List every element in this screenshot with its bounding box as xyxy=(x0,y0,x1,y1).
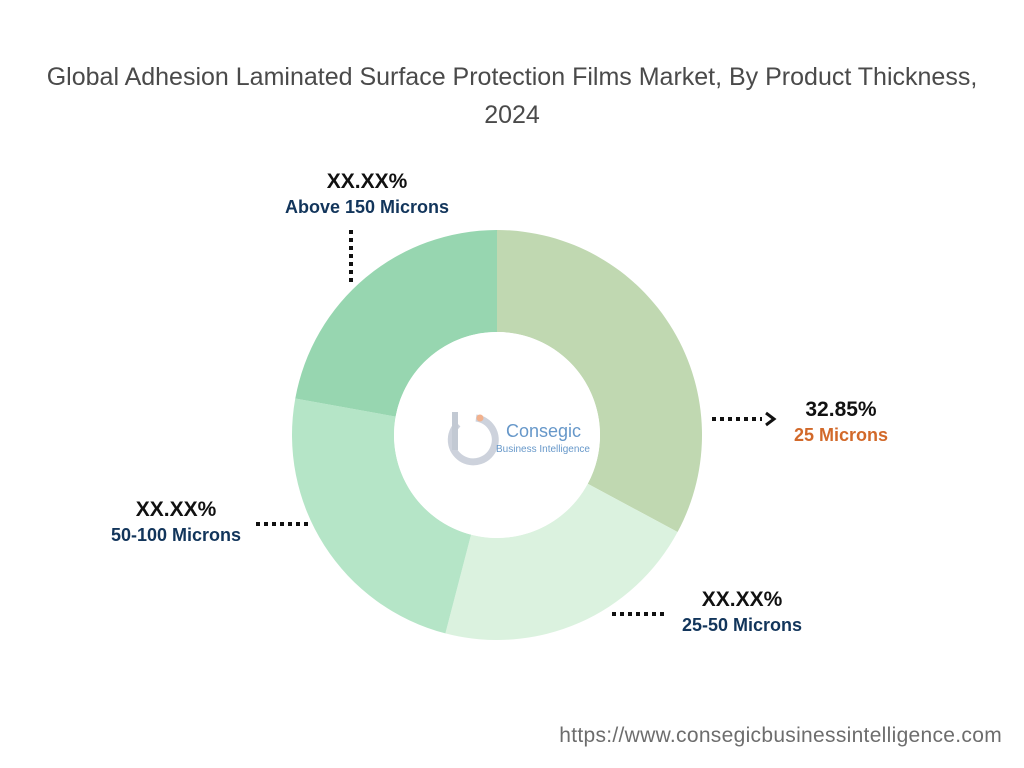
donut-slice-25-50-microns[interactable] xyxy=(445,483,678,640)
slice-label: 25 Microns xyxy=(793,425,889,445)
leader-above-150-microns xyxy=(346,230,356,291)
logo-dot-icon xyxy=(476,414,484,422)
logo-bar-icon xyxy=(452,412,458,450)
logo-subtitle: Business Intelligence xyxy=(496,444,590,455)
logo-ring-icon xyxy=(447,414,499,466)
slice-label: 50-100 Microns xyxy=(110,525,242,545)
leader-25-microns xyxy=(712,410,782,433)
label-25-50-microns: XX.XX% 25-50 Microns xyxy=(662,586,822,637)
label-25-microns: 32.85% 25 Microns xyxy=(776,396,906,447)
leader-25-50-microns xyxy=(612,606,668,624)
slice-value: XX.XX% xyxy=(701,588,783,611)
donut-slice-above-150-microns[interactable] xyxy=(295,230,497,417)
slice-label: Above 150 Microns xyxy=(284,197,450,217)
chart-title: Global Adhesion Laminated Surface Protec… xyxy=(46,63,978,129)
slice-value: XX.XX% xyxy=(326,170,408,193)
logo-brand: Consegic xyxy=(506,421,581,441)
label-above-150-microns: XX.XX% Above 150 Microns xyxy=(262,168,472,219)
slice-value: 32.85% xyxy=(805,398,877,421)
slice-value: XX.XX% xyxy=(135,498,217,521)
label-50-100-microns: XX.XX% 50-100 Microns xyxy=(96,496,256,547)
watermark-logo: Consegic Business Intelligence xyxy=(447,412,590,466)
donut-slice-50-100-microns[interactable] xyxy=(292,398,472,634)
donut-slice-25-microns[interactable] xyxy=(497,230,702,533)
source-url[interactable]: https://www.consegicbusinessintelligence… xyxy=(559,724,1002,747)
slice-label: 25-50 Microns xyxy=(681,615,803,635)
leader-50-100-microns xyxy=(256,516,312,534)
